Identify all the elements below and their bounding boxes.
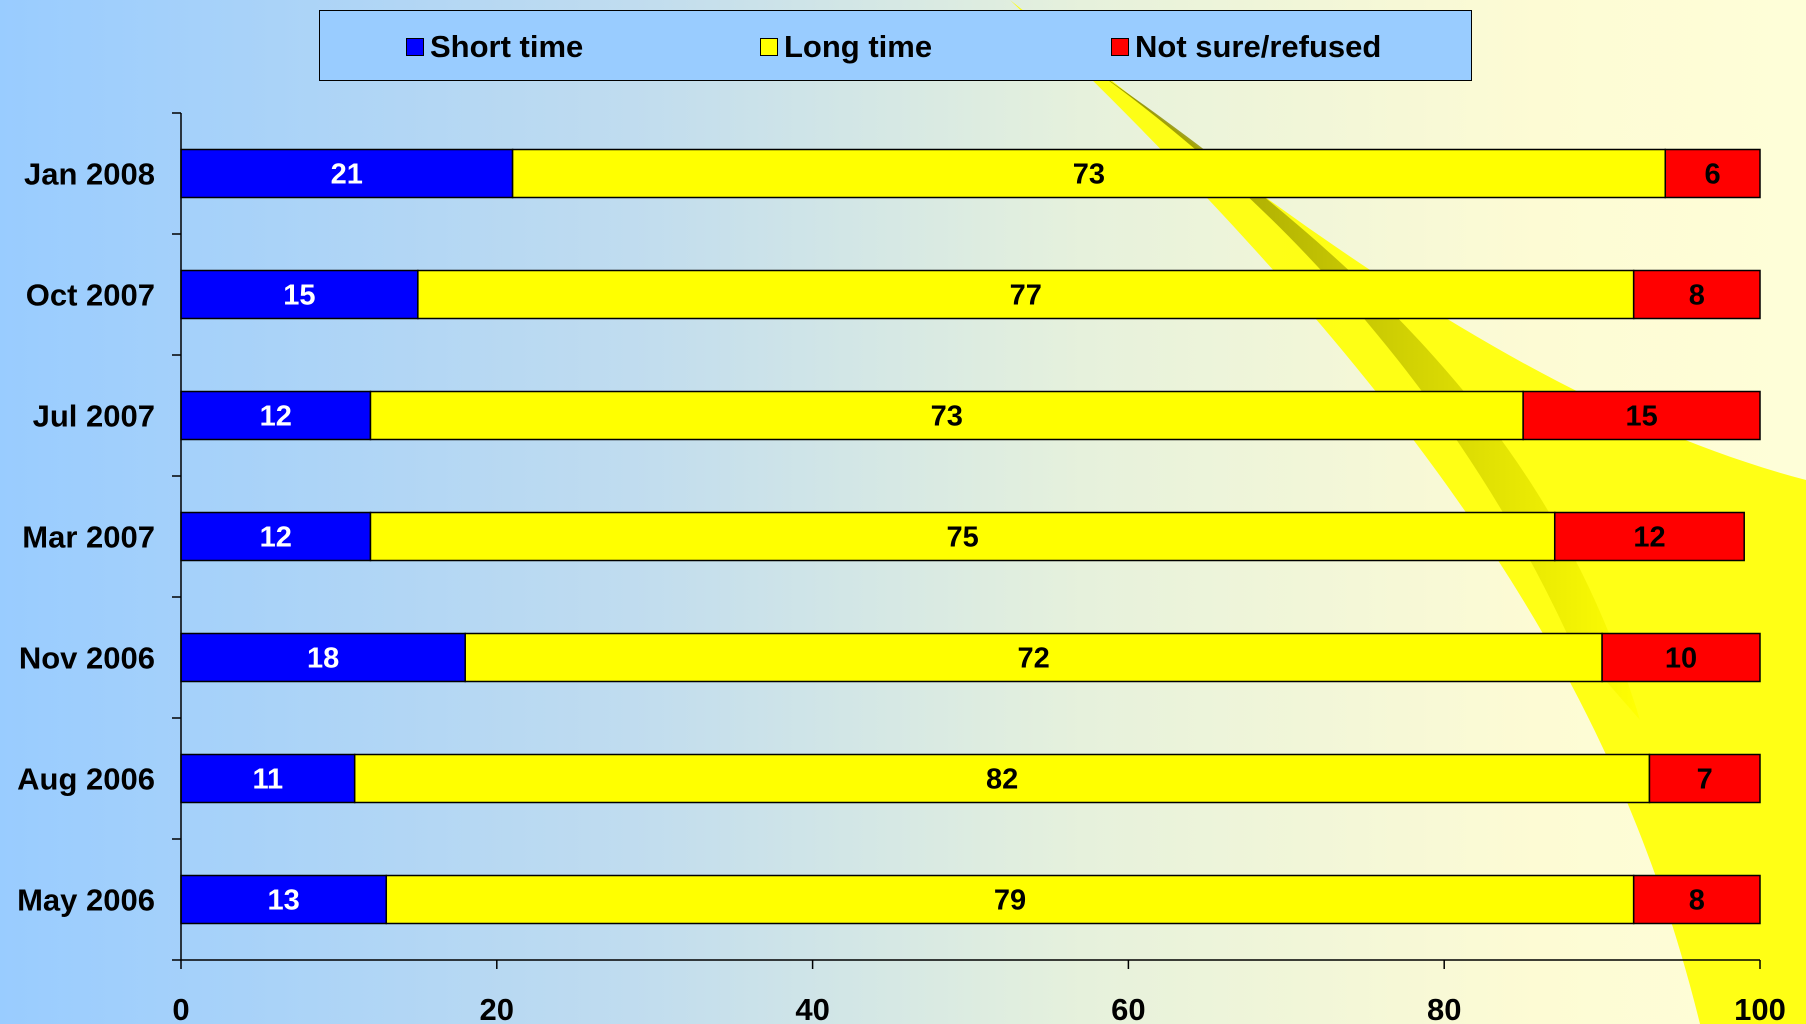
category-label: Nov 2006 [19, 641, 155, 676]
bar-segment [180, 269, 419, 320]
data-label: 21 [331, 159, 363, 191]
category-label: Aug 2006 [17, 762, 155, 797]
bar-segment [511, 148, 1667, 199]
data-label: 13 [268, 885, 300, 917]
legend-label: Long time [784, 28, 933, 64]
data-label: 7 [1697, 764, 1713, 796]
bar-segment [180, 148, 514, 199]
bar-segment [1522, 390, 1761, 441]
bar-segment [1601, 632, 1761, 683]
bar-segment [1632, 269, 1761, 320]
legend-item-1: Long time [760, 11, 932, 82]
legend-item-2: Not sure/refused [1111, 11, 1381, 82]
bar-segment [417, 269, 1635, 320]
data-label: 10 [1665, 643, 1697, 675]
data-label: 73 [931, 401, 963, 433]
data-label: 77 [1010, 280, 1042, 312]
bar-segment [180, 390, 372, 441]
bar-segment [385, 874, 1635, 925]
data-label: 72 [1018, 643, 1050, 675]
x-tick-label: 0 [172, 992, 189, 1024]
category-label: May 2006 [17, 883, 155, 918]
bar-segment [1632, 874, 1761, 925]
legend-swatch [1111, 37, 1129, 56]
x-tick-label: 100 [1734, 992, 1786, 1024]
bar-segment [1648, 753, 1761, 804]
data-label: 73 [1073, 159, 1105, 191]
x-tick-label: 40 [795, 992, 829, 1024]
data-label: 82 [986, 764, 1018, 796]
category-label: Jan 2008 [24, 157, 155, 192]
data-label: 8 [1689, 885, 1705, 917]
bar-segment [180, 632, 466, 683]
data-label: 12 [1633, 522, 1665, 554]
legend-label: Short time [430, 28, 584, 64]
legend-swatch [406, 37, 424, 56]
data-label: 18 [307, 643, 339, 675]
bar-segment [1664, 148, 1761, 199]
bar-segment [464, 632, 1603, 683]
data-label: 6 [1705, 159, 1721, 191]
data-label: 79 [994, 885, 1026, 917]
legend-label: Not sure/refused [1135, 28, 1382, 64]
legend-item-0: Short time [406, 11, 583, 82]
bar-segment [1553, 511, 1745, 562]
data-label: 12 [260, 522, 292, 554]
legend: Short time Long time Not sure/refused [319, 10, 1472, 81]
x-tick-label: 80 [1427, 992, 1461, 1024]
data-label: 75 [946, 522, 978, 554]
bar-segment [369, 390, 1524, 441]
legend-swatch [760, 37, 778, 56]
category-label: Jul 2007 [33, 399, 155, 434]
data-label: 8 [1689, 280, 1705, 312]
category-label: Mar 2007 [22, 520, 155, 555]
data-label: 15 [1625, 401, 1657, 433]
x-tick-label: 20 [480, 992, 514, 1024]
data-label: 12 [260, 401, 292, 433]
x-tick-label: 60 [1111, 992, 1145, 1024]
data-label: 15 [283, 280, 315, 312]
bar-segment [353, 753, 1651, 804]
category-label: Oct 2007 [26, 278, 155, 313]
bar-segment [180, 511, 372, 562]
data-label: 11 [253, 764, 284, 796]
